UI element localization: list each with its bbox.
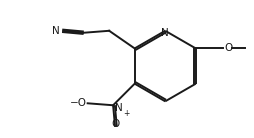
Text: −O: −O (70, 98, 87, 108)
Text: +: + (123, 109, 129, 118)
Text: N: N (115, 103, 123, 113)
Text: N: N (161, 28, 169, 38)
Text: N: N (52, 26, 60, 36)
Text: O: O (111, 119, 119, 129)
Text: O: O (224, 43, 232, 53)
